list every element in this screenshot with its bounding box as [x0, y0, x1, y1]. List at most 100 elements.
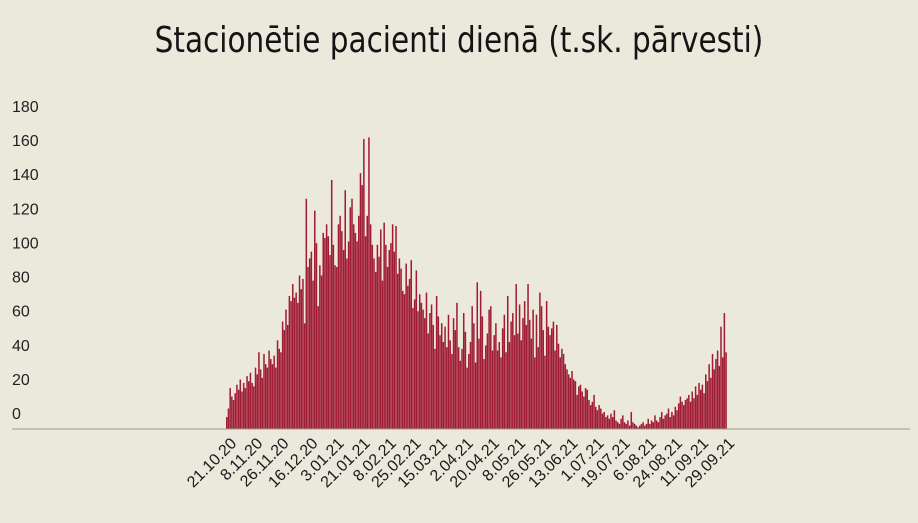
bar: [618, 423, 621, 429]
bar: [383, 222, 385, 429]
bar: [594, 406, 597, 429]
bar: [310, 251, 313, 429]
bar: [471, 306, 473, 429]
bar: [506, 295, 509, 429]
bar: [503, 314, 506, 429]
bar: [273, 355, 275, 429]
bar: [501, 328, 504, 429]
bar: [440, 323, 443, 429]
bar: [305, 198, 308, 429]
y-tick-label: 0: [12, 406, 21, 423]
bar: [285, 309, 287, 429]
bar: [444, 326, 446, 429]
bar: [490, 306, 492, 429]
bar: [292, 284, 294, 429]
bar: [369, 224, 372, 429]
bar: [705, 374, 707, 429]
bar: [525, 324, 528, 429]
bar: [395, 226, 397, 429]
bar: [349, 207, 352, 429]
bar: [540, 306, 543, 429]
bar: [366, 215, 368, 429]
y-tick-label: 60: [12, 304, 30, 321]
bar: [344, 190, 346, 429]
bar: [454, 330, 457, 429]
bar: [408, 278, 411, 429]
bar: [676, 410, 678, 429]
bar: [442, 342, 445, 429]
bar: [403, 294, 406, 429]
bar: [261, 377, 264, 429]
bar: [723, 313, 726, 429]
bar: [322, 232, 324, 429]
bar: [242, 382, 245, 429]
bar: [354, 232, 357, 429]
bar: [720, 326, 722, 429]
bar: [270, 359, 272, 429]
bar: [297, 302, 299, 429]
bar: [615, 420, 617, 429]
bar: [268, 350, 270, 429]
bar: [637, 427, 639, 429]
bar: [622, 415, 624, 429]
bar: [378, 256, 380, 429]
bar: [627, 420, 629, 429]
bar: [332, 244, 335, 429]
bar: [710, 377, 712, 429]
bar: [574, 381, 577, 429]
bar: [388, 249, 391, 429]
bar: [356, 241, 358, 429]
bar: [522, 318, 524, 429]
bar: [275, 367, 277, 429]
bar: [588, 400, 590, 429]
bar: [380, 229, 382, 429]
bar: [672, 415, 675, 429]
bar: [613, 410, 616, 429]
bar: [234, 393, 236, 429]
bar: [518, 304, 521, 429]
bar: [686, 398, 688, 429]
bar: [280, 352, 282, 429]
bar: [566, 369, 568, 429]
bar: [562, 353, 565, 429]
bar: [530, 338, 533, 429]
bar: [571, 371, 573, 429]
bar: [303, 323, 306, 429]
bar: [469, 342, 472, 429]
bar: [385, 244, 387, 429]
bar: [688, 394, 690, 429]
bar: [295, 292, 297, 429]
bar: [435, 295, 438, 429]
bar: [581, 391, 583, 429]
bar: [679, 396, 682, 429]
bar: [339, 215, 341, 429]
bar: [654, 415, 656, 429]
bar: [667, 408, 670, 429]
bar: [461, 348, 463, 429]
bar: [711, 353, 714, 429]
bar: [413, 299, 416, 429]
bar: [232, 400, 235, 429]
bar: [583, 396, 585, 429]
bar: [244, 388, 247, 429]
bar: [398, 258, 401, 429]
bar: [481, 316, 484, 429]
bar: [368, 137, 370, 429]
bar: [473, 323, 475, 429]
bar: [386, 266, 389, 429]
bar: [371, 244, 374, 429]
bar: [569, 377, 572, 429]
bar: [474, 362, 477, 429]
bar: [337, 224, 340, 429]
bar: [462, 313, 465, 429]
bar: [336, 266, 338, 429]
bar: [300, 289, 302, 429]
bar: [451, 353, 453, 429]
bar: [606, 415, 609, 429]
bar: [351, 198, 353, 429]
bar: [361, 185, 363, 429]
bar: [510, 321, 512, 429]
bar: [393, 251, 396, 429]
bar: [662, 418, 665, 429]
